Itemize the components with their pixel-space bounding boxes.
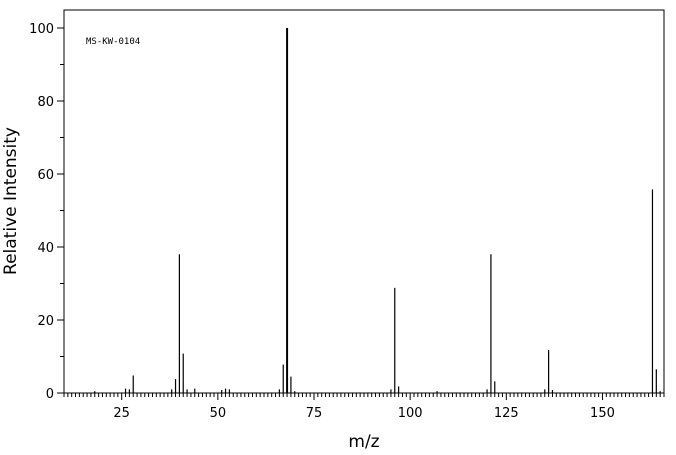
x-tick-label: 75 <box>306 406 323 421</box>
y-tick-label: 40 <box>37 241 54 256</box>
x-axis-title: m/z <box>348 432 379 452</box>
y-tick-label: 20 <box>37 314 54 329</box>
y-tick-label: 80 <box>37 95 54 110</box>
tick-labels: 25 50 75 100 125 150 0 20 40 60 80 100 <box>29 22 615 421</box>
x-tick-label: 100 <box>398 406 423 421</box>
x-tick-label: 125 <box>494 406 519 421</box>
y-tick-label: 0 <box>46 387 54 402</box>
y-axis-title: Relative Intensity <box>1 127 21 275</box>
y-tick-label: 60 <box>37 168 54 183</box>
y-tick-label: 100 <box>29 22 54 37</box>
x-tick-label: 25 <box>113 406 130 421</box>
x-tick-label: 150 <box>590 406 615 421</box>
axis-ticks <box>57 27 665 400</box>
x-tick-label: 50 <box>210 406 227 421</box>
peak-bars <box>94 28 661 393</box>
spectrum-id-annotation: MS-KW-0104 <box>86 37 140 47</box>
plot-frame <box>63 9 665 394</box>
